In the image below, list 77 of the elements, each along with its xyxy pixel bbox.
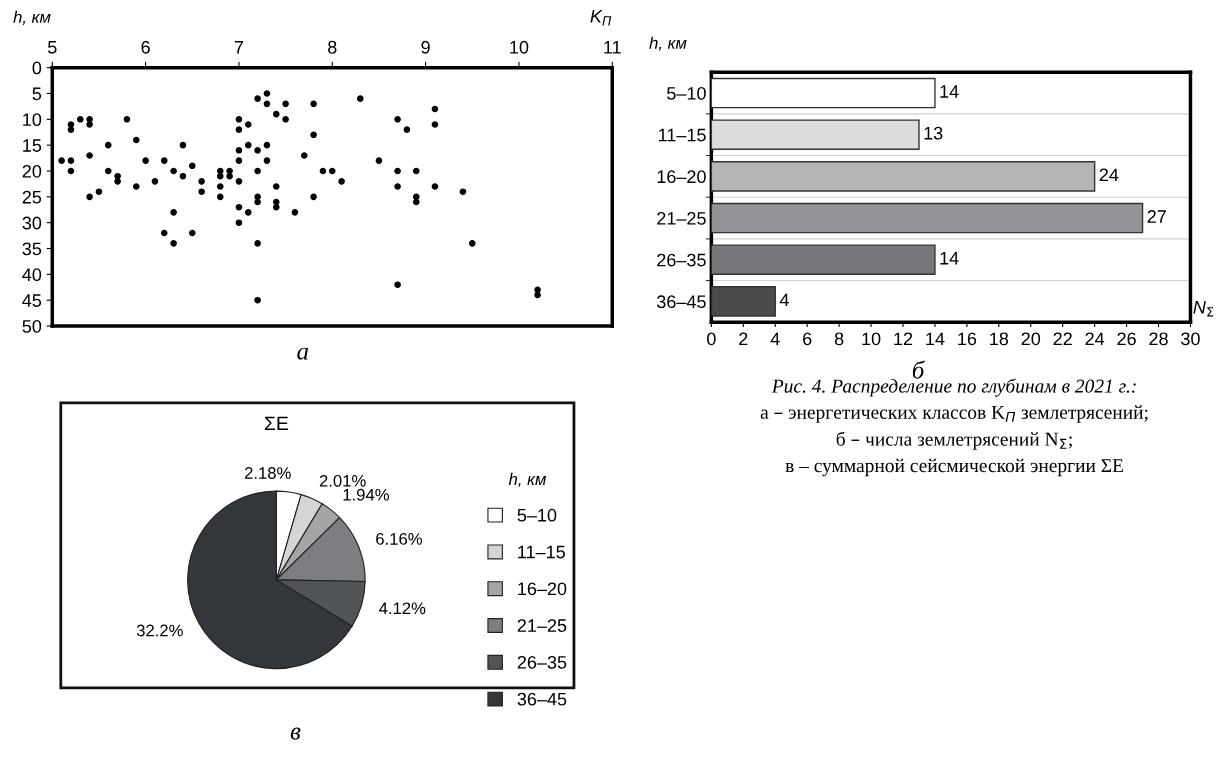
x-tick-label: 10 bbox=[510, 40, 529, 54]
x-axis-title: K$_{П}$ bbox=[590, 10, 612, 26]
data-label: 1.94% bbox=[343, 488, 389, 501]
y-tick-label: 50 bbox=[22, 319, 42, 333]
y-tick-label: 15 bbox=[23, 139, 42, 152]
data-label: 14 bbox=[940, 85, 959, 98]
data-label: 27 bbox=[1147, 210, 1166, 223]
bar bbox=[711, 77, 936, 109]
legend-label: 26–35 bbox=[517, 655, 567, 669]
x-tick-label: 2 bbox=[739, 332, 748, 346]
x-tick-label: 28 bbox=[1149, 332, 1168, 346]
y-tick-label: 40 bbox=[22, 268, 42, 282]
legend-title: h, км bbox=[508, 472, 547, 488]
x-tick-label: 8 bbox=[834, 332, 844, 346]
text: в – суммарной сейсмической энергии ΣE bbox=[785, 458, 1124, 477]
y-tick-label: 5–10 bbox=[667, 86, 706, 100]
data-label: 4 bbox=[779, 293, 789, 307]
y-tick-label: 35 bbox=[22, 242, 42, 256]
y-tick-label: 10 bbox=[23, 113, 42, 127]
x-tick-label: 20 bbox=[1021, 332, 1041, 346]
data-label: 2.18% bbox=[244, 467, 291, 479]
text: б bbox=[912, 360, 926, 379]
x-tick-label: 22 bbox=[1053, 332, 1072, 346]
y-tick-label: 21–25 bbox=[657, 211, 706, 225]
x-tick-label: 7 bbox=[234, 41, 244, 54]
bar bbox=[711, 119, 920, 150]
x-tick-label: 14 bbox=[926, 332, 945, 346]
data-label: 6.16% bbox=[376, 533, 422, 545]
text: в bbox=[290, 727, 301, 740]
x-tick-label: 6 bbox=[141, 40, 150, 54]
x-tick-label: 0 bbox=[707, 332, 716, 346]
x-tick-label: 18 bbox=[990, 332, 1009, 346]
y-tick-label: 26–35 bbox=[657, 253, 706, 267]
legend-label: 21–25 bbox=[517, 619, 567, 632]
x-tick-label: 26 bbox=[1117, 332, 1136, 346]
text: а bbox=[297, 347, 309, 360]
x-tick-label: 10 bbox=[862, 332, 881, 346]
data-label: 13 bbox=[924, 126, 943, 140]
bar bbox=[711, 244, 936, 276]
text: Рис. 4. Распределение по глубинам в 2021 г.: bbox=[771, 378, 1136, 397]
legend-label: 5–10 bbox=[517, 508, 557, 522]
text: а – энергетических классов K$_{П}$ землетрясений; bbox=[760, 405, 1148, 423]
x-tick-label: 6 bbox=[803, 332, 812, 346]
data-label: 32.2% bbox=[136, 624, 183, 637]
bar bbox=[711, 286, 776, 317]
y-axis-title: h, км bbox=[13, 10, 51, 25]
y-tick-label: 20 bbox=[22, 164, 42, 178]
y-tick-label: 16–20 bbox=[657, 170, 706, 184]
bar bbox=[711, 202, 1144, 234]
y-tick-label: 25 bbox=[22, 190, 42, 204]
x-axis-title: N$_{Σ}$ bbox=[1193, 301, 1214, 317]
x-tick-label: 24 bbox=[1085, 332, 1105, 346]
legend-label: 11–15 bbox=[518, 545, 565, 559]
y-tick-label: 5 bbox=[32, 87, 42, 101]
data-label: 4.12% bbox=[379, 602, 426, 615]
y-tick-label: 45 bbox=[22, 294, 42, 307]
x-tick-label: 8 bbox=[328, 40, 337, 54]
y-tick-label: 11–15 bbox=[659, 128, 706, 142]
data-label: 14 bbox=[940, 251, 959, 265]
x-tick-label: 5 bbox=[47, 41, 57, 54]
legend-label: 36–45 bbox=[517, 692, 567, 706]
y-tick-label: 36–45 bbox=[656, 295, 706, 309]
x-tick-label: 16 bbox=[958, 332, 977, 346]
legend-label: 16–20 bbox=[518, 582, 567, 596]
y-tick-label: 30 bbox=[22, 216, 42, 230]
y-tick-label: 0 bbox=[32, 61, 42, 75]
y-axis-title: h, км bbox=[649, 36, 687, 51]
x-tick-label: 4 bbox=[770, 332, 780, 346]
chart-title: ΣE bbox=[264, 416, 289, 431]
x-tick-label: 11 bbox=[604, 41, 621, 54]
x-tick-label: 12 bbox=[894, 332, 913, 346]
x-tick-label: 30 bbox=[1181, 332, 1200, 346]
bar bbox=[711, 161, 1096, 192]
text: б – числа землетрясений N$_{Σ}$; bbox=[836, 431, 1072, 450]
x-tick-label: 9 bbox=[421, 40, 430, 54]
data-label: 24 bbox=[1099, 168, 1119, 182]
data-label: 2.01% bbox=[319, 474, 366, 487]
